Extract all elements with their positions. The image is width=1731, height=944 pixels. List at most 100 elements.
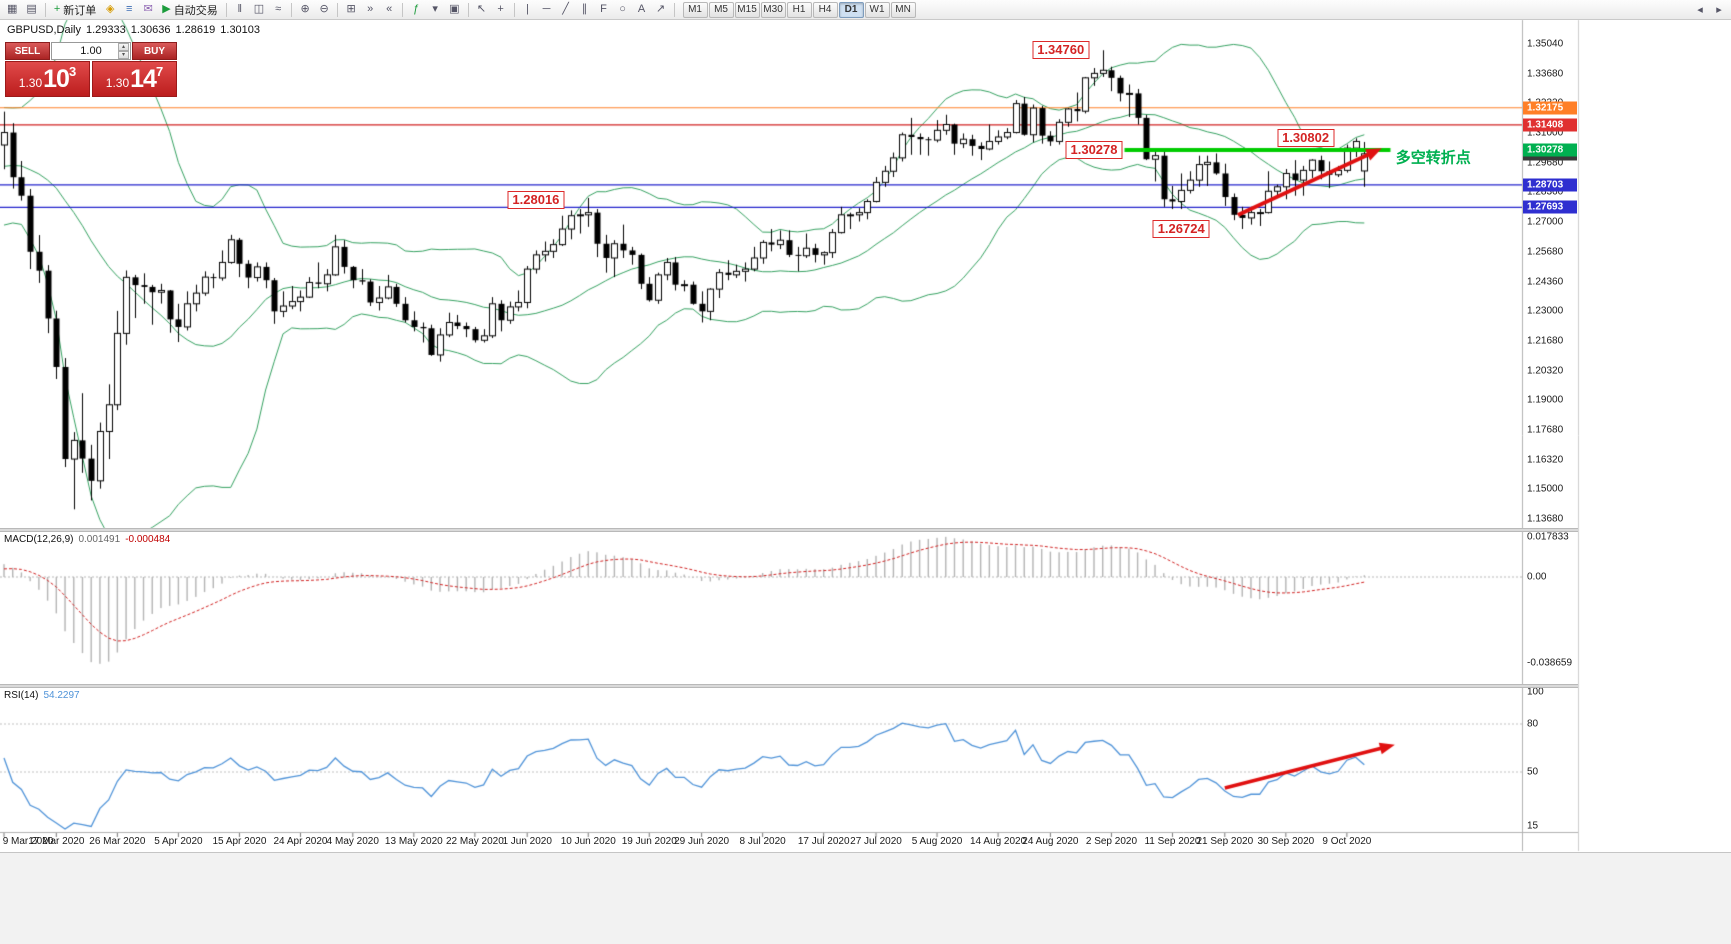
price-badge: 1.27693 <box>1523 200 1577 214</box>
navigator-icon: ◈ <box>106 3 115 15</box>
bar-chart-button[interactable]: ‖ <box>231 1 249 18</box>
rsi-axis-label: 100 <box>1527 686 1544 698</box>
price-axis-label: 1.16320 <box>1527 454 1564 466</box>
new-order-button[interactable]: + 新订单 <box>50 1 100 18</box>
shapes-icon: ○ <box>619 3 626 15</box>
date-axis-label: 1 Jun 2020 <box>502 836 552 847</box>
date-axis-label: 22 May 2020 <box>445 836 504 847</box>
price-axis-label: 1.23000 <box>1527 305 1564 317</box>
macd-panel-separator[interactable] <box>0 528 1578 532</box>
buy-button[interactable]: BUY <box>132 42 177 60</box>
cursor-button[interactable]: ↖ <box>473 1 491 18</box>
toolbar-separator <box>673 2 675 17</box>
arrows-button[interactable]: ↗ <box>652 1 670 18</box>
date-axis-label: 29 Jun 2020 <box>674 836 730 847</box>
price-axis-label: 1.24360 <box>1527 276 1564 287</box>
sell-button[interactable]: SELL <box>5 42 50 60</box>
rsi-panel-separator[interactable] <box>0 684 1578 688</box>
zoom-out-button[interactable]: ⊖ <box>315 1 333 18</box>
price-axis-label: 1.35040 <box>1527 38 1564 50</box>
market-watch-button[interactable]: ≡ <box>120 1 138 18</box>
sell-price-display[interactable]: 1.30 10 3 <box>5 61 90 97</box>
price-label-object[interactable]: 1.26724 <box>1152 219 1210 238</box>
ohlc-high: 1.30636 <box>130 24 171 36</box>
toolbar-overflow-right-icon[interactable]: ▸ <box>1716 4 1722 16</box>
horizontal-line-icon: ─ <box>542 3 551 15</box>
auto-scroll-button[interactable]: » <box>361 1 379 18</box>
channel-button[interactable]: ∥ <box>576 1 594 18</box>
volume-down-icon[interactable]: ▾ <box>118 51 129 59</box>
symbol-period-label: GBPUSD,Daily <box>7 24 81 36</box>
timeframe-h1[interactable]: H1 <box>786 1 812 18</box>
price-axis-label: 1.28360 <box>1527 186 1564 198</box>
price-axis-label: 1.17680 <box>1527 424 1564 436</box>
shapes-button[interactable]: ○ <box>614 1 632 18</box>
vertical-line-button[interactable]: | <box>519 1 537 18</box>
date-axis-label: 30 Sep 2020 <box>1257 836 1315 847</box>
volume-up-icon[interactable]: ▴ <box>118 43 129 51</box>
volume-spinner: ▴ ▾ <box>118 43 129 59</box>
periods-dropdown-button[interactable]: ▾ <box>426 1 444 18</box>
price-label-object[interactable]: 1.30278 <box>1065 140 1123 159</box>
rsi-indicator-label: RSI(14) 54.2297 <box>4 690 80 701</box>
line-chart-button[interactable]: ≈ <box>269 1 287 18</box>
text-button[interactable]: A <box>633 1 651 18</box>
price-badge: 1.31408 <box>1523 118 1577 132</box>
price-axis-label: 1.33680 <box>1527 68 1564 80</box>
timeframe-h4[interactable]: H4 <box>812 1 838 18</box>
chart-ohlc-header: GBPUSD,Daily 1.29333 1.30636 1.28619 1.30103 <box>7 24 265 36</box>
date-axis-label: 4 May 2020 <box>326 836 379 847</box>
trendline-button[interactable]: ╱ <box>557 1 575 18</box>
price-badge: 1.32175 <box>1523 101 1577 115</box>
timeframe-m1[interactable]: M1 <box>682 1 708 18</box>
vertical-line-icon: | <box>526 3 529 15</box>
fibonacci-button[interactable]: F <box>595 1 613 18</box>
trend-note[interactable]: 多空转折点 <box>1395 149 1471 167</box>
date-axis-label: 15 Apr 2020 <box>212 836 267 847</box>
horizontal-line-button[interactable]: ─ <box>538 1 556 18</box>
timeframe-d1[interactable]: D1 <box>838 1 864 18</box>
indicators-icon: ƒ <box>413 3 420 15</box>
fibonacci-icon: F <box>600 3 607 15</box>
crosshair-button[interactable]: + <box>492 1 510 18</box>
tile-windows-button[interactable]: ⊞ <box>342 1 360 18</box>
templates-button[interactable]: ▣ <box>445 1 463 18</box>
new-chart-button[interactable]: ▦ <box>3 1 21 18</box>
zoom-in-button[interactable]: ⊕ <box>296 1 314 18</box>
candlestick-chart-button[interactable]: ◫ <box>250 1 268 18</box>
date-axis-label: 26 Mar 2020 <box>89 836 146 847</box>
volume-field[interactable]: 1.00 ▴ ▾ <box>51 42 131 60</box>
autotrading-button-label: 自动交易 <box>173 4 218 17</box>
zoom-in-icon: ⊕ <box>300 3 310 15</box>
buy-price-sup: 7 <box>155 63 164 79</box>
price-label-object[interactable]: 1.28016 <box>507 191 565 210</box>
toolbar-separator <box>291 2 293 17</box>
chart-shift-button[interactable]: « <box>380 1 398 18</box>
timeframe-w1[interactable]: W1 <box>864 1 890 18</box>
price-label-object[interactable]: 1.30802 <box>1277 129 1335 148</box>
toolbar-separator <box>513 2 515 17</box>
autotrading-button[interactable]: ▶ 自动交易 <box>158 1 221 18</box>
timeframe-mn[interactable]: MN <box>890 1 916 18</box>
toolbar-separator <box>467 2 469 17</box>
price-label-object[interactable]: 1.34760 <box>1032 41 1090 60</box>
date-axis-label: 17 Mar 2020 <box>28 836 85 847</box>
toolbar-overflow-left-icon[interactable]: ◂ <box>1697 4 1703 16</box>
chart-shift-icon: « <box>386 3 393 15</box>
zoom-out-icon: ⊖ <box>319 3 329 15</box>
timeframe-m15[interactable]: M15 <box>734 1 760 18</box>
price-badge: 1.30278 <box>1523 143 1577 157</box>
chart-profiles-button[interactable]: ▤ <box>22 1 40 18</box>
macd-axis-label: 0.017833 <box>1527 531 1569 543</box>
timeframe-m30[interactable]: M30 <box>760 1 786 18</box>
date-axis-label: 21 Sep 2020 <box>1196 836 1254 847</box>
date-axis-label: 13 May 2020 <box>384 836 443 847</box>
mail-button[interactable]: ✉ <box>139 1 157 18</box>
navigator-button[interactable]: ◈ <box>101 1 119 18</box>
indicators-button[interactable]: ƒ <box>407 1 425 18</box>
buy-price-display[interactable]: 1.30 14 7 <box>92 61 177 97</box>
volume-value: 1.00 <box>80 45 102 57</box>
ohlc-open: 1.29333 <box>85 24 126 36</box>
timeframe-m5[interactable]: M5 <box>708 1 734 18</box>
